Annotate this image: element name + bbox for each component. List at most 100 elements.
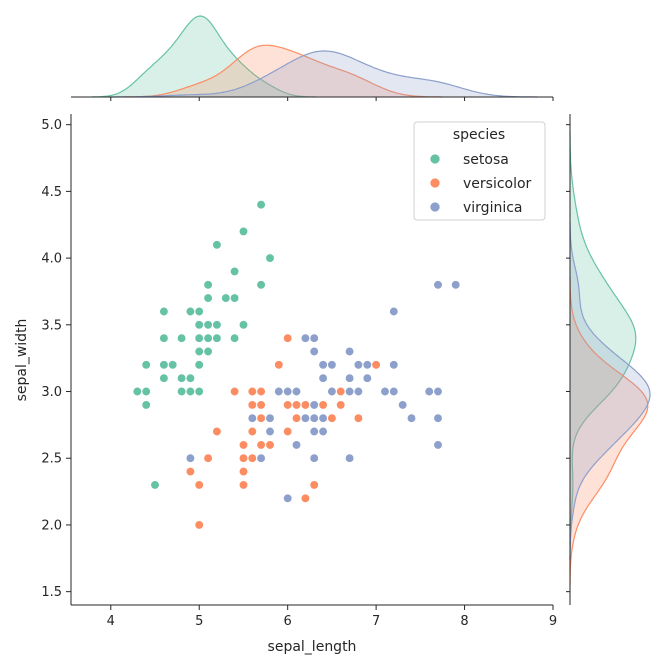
top-kde-fill-versicolor bbox=[124, 45, 443, 97]
scatter-point-setosa bbox=[150, 480, 160, 490]
scatter-point-virginica bbox=[389, 306, 399, 317]
scatter-point-setosa bbox=[159, 306, 169, 317]
legend-label-setosa: setosa bbox=[463, 152, 509, 168]
scatter-point-virginica bbox=[318, 426, 328, 437]
legend-marker-setosa bbox=[429, 153, 441, 165]
scatter-point-virginica bbox=[433, 280, 443, 290]
scatter-point-setosa bbox=[229, 293, 240, 303]
legend-frame bbox=[413, 121, 546, 221]
y-tick-label: 3.0 bbox=[41, 385, 62, 400]
scatter-point-setosa bbox=[229, 266, 240, 277]
scatter-point-setosa bbox=[194, 386, 204, 397]
right-kde-fill-setosa bbox=[570, 131, 636, 559]
scatter-point-setosa bbox=[229, 333, 240, 343]
scatter-point-versicolor bbox=[238, 440, 249, 450]
scatter-point-setosa bbox=[221, 293, 231, 303]
x-tick-label: 9 bbox=[549, 614, 557, 629]
scatter-point-virginica bbox=[433, 440, 443, 450]
scatter-point-virginica bbox=[433, 413, 443, 423]
top-kde-line-virginica bbox=[108, 50, 538, 98]
scatter-point-virginica bbox=[291, 386, 302, 397]
scatter-point-virginica bbox=[291, 440, 302, 450]
scatter-point-setosa bbox=[185, 373, 196, 383]
scatter-point-virginica bbox=[309, 400, 319, 410]
top-kde-line-versicolor bbox=[123, 44, 443, 98]
scatter-point-setosa bbox=[194, 346, 204, 357]
scatter-point-virginica bbox=[318, 413, 328, 423]
scatter-point-versicolor bbox=[185, 466, 196, 477]
scatter-point-virginica bbox=[344, 346, 355, 357]
scatter-point-setosa bbox=[212, 320, 222, 330]
scatter-point-versicolor bbox=[265, 440, 275, 450]
scatter-point-versicolor bbox=[247, 386, 257, 397]
scatter-point-versicolor bbox=[300, 493, 311, 503]
scatter-point-versicolor bbox=[247, 400, 257, 410]
scatter-point-versicolor bbox=[327, 413, 337, 423]
scatter-point-virginica bbox=[344, 373, 355, 383]
scatter-point-versicolor bbox=[291, 413, 302, 423]
top-marginal-kde bbox=[92, 15, 538, 98]
scatter-points bbox=[132, 200, 461, 530]
scatter-point-setosa bbox=[238, 320, 249, 330]
scatter-point-virginica bbox=[398, 400, 408, 410]
right-marginal-ticks bbox=[566, 124, 570, 593]
scatter-point-setosa bbox=[203, 333, 213, 343]
scatter-point-versicolor bbox=[283, 426, 293, 437]
scatter-point-setosa bbox=[159, 333, 169, 343]
scatter-point-setosa bbox=[185, 386, 196, 397]
scatter-point-setosa bbox=[194, 320, 204, 330]
legend-title: species bbox=[453, 127, 505, 143]
scatter-point-virginica bbox=[389, 386, 399, 397]
scatter-point-setosa bbox=[203, 293, 213, 303]
scatter-point-versicolor bbox=[194, 480, 204, 490]
x-axis-label: sepal_length bbox=[268, 639, 357, 655]
scatter-point-setosa bbox=[203, 320, 213, 330]
scatter-point-virginica bbox=[300, 413, 311, 423]
scatter-point-setosa bbox=[185, 306, 196, 317]
scatter-point-setosa bbox=[141, 386, 151, 397]
scatter-point-virginica bbox=[362, 373, 372, 383]
y-tick-label: 4.0 bbox=[41, 252, 62, 267]
legend-label-virginica: virginica bbox=[463, 200, 523, 216]
scatter-point-versicolor bbox=[238, 453, 249, 463]
scatter-point-versicolor bbox=[291, 400, 302, 410]
scatter-point-versicolor bbox=[238, 466, 249, 477]
right-marginal-kde bbox=[569, 131, 651, 586]
scatter-point-virginica bbox=[451, 280, 461, 290]
y-tick-label: 2.0 bbox=[41, 518, 62, 533]
scatter-point-versicolor bbox=[256, 413, 266, 423]
scatter-point-virginica bbox=[283, 493, 293, 503]
right-kde-fill-versicolor bbox=[570, 277, 648, 586]
y-tick-label: 1.5 bbox=[41, 585, 62, 600]
scatter-point-virginica bbox=[274, 386, 284, 397]
scatter-point-setosa bbox=[176, 373, 187, 383]
scatter-point-virginica bbox=[283, 386, 293, 397]
scatter-point-versicolor bbox=[247, 426, 257, 437]
scatter-point-setosa bbox=[159, 360, 169, 370]
scatter-point-virginica bbox=[265, 426, 275, 437]
scatter-point-setosa bbox=[194, 306, 204, 317]
scatter-point-versicolor bbox=[194, 520, 204, 530]
x-tick-label: 8 bbox=[460, 614, 468, 629]
right-kde-line-virginica bbox=[569, 222, 651, 561]
scatter-point-setosa bbox=[132, 386, 142, 397]
y-axis-label: sepal_width bbox=[14, 319, 30, 402]
scatter-point-versicolor bbox=[309, 480, 319, 490]
top-kde-fill-virginica bbox=[108, 51, 538, 97]
scatter-point-setosa bbox=[256, 280, 266, 290]
top-marginal-ticks bbox=[110, 97, 554, 101]
scatter-point-setosa bbox=[212, 240, 222, 250]
scatter-point-versicolor bbox=[336, 400, 346, 410]
legend-marker-versicolor bbox=[429, 177, 441, 189]
scatter-point-setosa bbox=[176, 333, 187, 343]
scatter-point-virginica bbox=[309, 426, 319, 437]
scatter-point-virginica bbox=[309, 346, 319, 357]
scatter-point-virginica bbox=[309, 333, 319, 343]
scatter-point-setosa bbox=[141, 400, 151, 410]
scatter-point-setosa bbox=[203, 346, 213, 357]
scatter-point-virginica bbox=[247, 413, 257, 423]
scatter-point-virginica bbox=[256, 453, 266, 463]
scatter-point-virginica bbox=[433, 386, 443, 397]
x-tick-label: 6 bbox=[284, 614, 292, 629]
